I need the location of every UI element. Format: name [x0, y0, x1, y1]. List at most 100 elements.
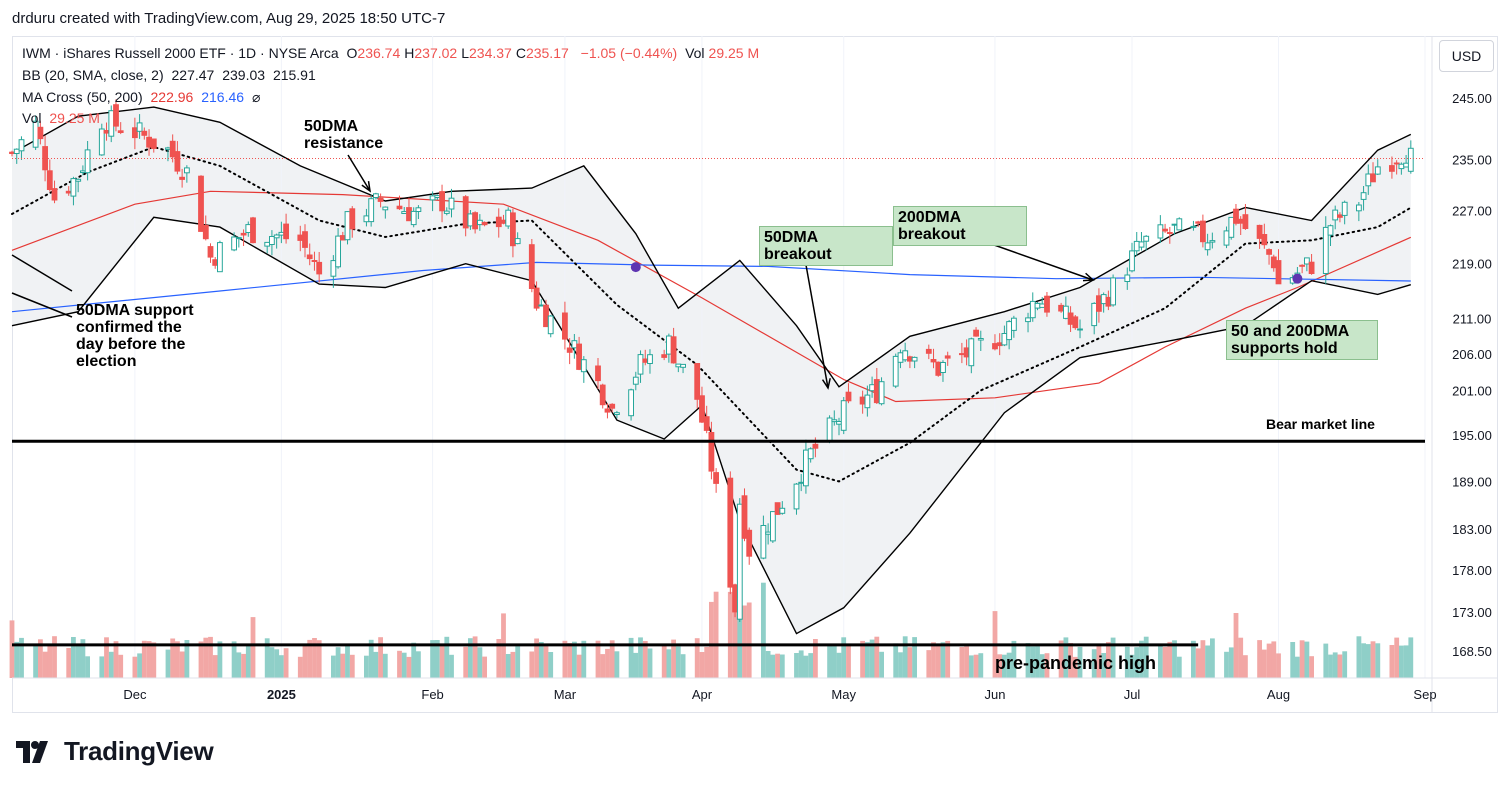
candle-body — [765, 531, 772, 535]
tradingview-logo-icon — [16, 740, 48, 763]
volume-bar — [85, 656, 90, 678]
price-axis-tick-label: 168.50 — [1452, 644, 1492, 659]
candle-body — [117, 130, 124, 134]
candle-body — [614, 412, 620, 416]
volume-bar — [1271, 641, 1277, 678]
candle — [1157, 215, 1164, 243]
annotation-50dma-breakout: 50DMA breakout — [759, 226, 893, 266]
legend-symbol[interactable]: IWM · iShares Russell 2000 ETF · 1D · NY… — [22, 45, 339, 61]
candle — [925, 344, 932, 360]
candle — [1327, 224, 1334, 246]
candle — [840, 397, 847, 435]
candle-body — [477, 219, 483, 226]
legend-ohlc-value: 236.74 — [357, 45, 401, 61]
price-axis: 245.00 235.00 227.00 219.00 211.00 206.00 201.… — [1431, 36, 1492, 713]
volume-bar — [1342, 651, 1348, 678]
arrow-50dma-breakout — [805, 264, 829, 389]
volume-bar — [515, 646, 521, 678]
candle-body — [434, 195, 441, 199]
candle-body — [543, 304, 549, 328]
volume-bar — [1044, 653, 1050, 678]
currency-button[interactable]: USD — [1439, 40, 1494, 72]
candle — [831, 410, 838, 426]
volume-bar — [907, 647, 913, 678]
candle — [448, 188, 455, 218]
candle — [1261, 223, 1268, 249]
candle-body — [897, 352, 904, 363]
candle-body — [306, 254, 313, 260]
candle-body — [727, 477, 734, 588]
volume-bar — [709, 601, 714, 678]
candle — [1275, 249, 1282, 285]
volume-bar — [241, 653, 246, 678]
candle — [1337, 212, 1343, 223]
volume-bar — [42, 651, 48, 678]
volume-bar — [1266, 643, 1272, 678]
volume-bar — [1361, 643, 1366, 678]
candle — [306, 243, 313, 266]
volume-bar — [576, 654, 582, 678]
candle-body — [75, 178, 82, 182]
candle-body — [859, 396, 866, 405]
volume-bar — [926, 650, 932, 678]
candle-body — [184, 167, 190, 174]
time-axis-tick-label: Feb — [421, 687, 443, 702]
candle — [807, 447, 814, 463]
legend-ohlc-key: C — [515, 45, 526, 61]
candle-body — [1195, 221, 1202, 224]
candle — [1110, 274, 1116, 307]
volume-bar — [931, 642, 936, 678]
candle — [595, 358, 601, 389]
volume-bar — [666, 649, 672, 678]
candle-body — [84, 149, 91, 174]
time-axis-tick-label: Dec — [123, 687, 147, 702]
volume-bar — [170, 638, 176, 678]
time-axis-tick-label: Mar — [554, 687, 577, 702]
candle — [250, 216, 256, 244]
volume-bar — [841, 637, 847, 678]
volume-bar — [628, 637, 634, 678]
candle — [1341, 200, 1348, 225]
candle-body — [770, 511, 776, 542]
candle — [84, 141, 91, 181]
candle — [46, 159, 53, 192]
candle-body — [283, 223, 290, 240]
legend-row-bb[interactable]: BB (20, SMA, close, 2) 227.47 239.03 215… — [22, 67, 320, 83]
volume-bar — [449, 654, 454, 678]
volume-bar — [1403, 645, 1409, 678]
candle-body — [642, 358, 649, 363]
price-axis-tick-label: 227.00 — [1452, 204, 1492, 219]
candle — [1389, 156, 1395, 179]
volume-bar — [638, 637, 643, 678]
price-axis-tick-label: 189.00 — [1452, 474, 1492, 489]
candle-body — [580, 359, 587, 373]
candle-body — [940, 362, 946, 373]
candle-body — [80, 170, 86, 173]
candle-body — [566, 347, 573, 353]
candle-body — [429, 195, 436, 201]
candle — [1393, 160, 1400, 175]
candle-body — [377, 197, 384, 202]
volume-bar — [1394, 637, 1400, 678]
volume-bar — [1011, 640, 1017, 678]
volume-bar — [113, 641, 119, 678]
legend-row-ma[interactable]: MA Cross (50, 200) 222.96 216.46 ⌀ — [22, 89, 264, 106]
volume-bar — [874, 636, 880, 678]
brand[interactable]: TradingView — [14, 736, 214, 767]
volume-bar — [978, 653, 984, 678]
candle — [1044, 292, 1050, 317]
price-axis-tick-label: 206.00 — [1452, 347, 1492, 362]
legend-ohlc-key: L — [461, 45, 469, 61]
volume-bar — [600, 654, 606, 678]
volume-bar — [208, 636, 213, 678]
candle-body — [212, 259, 219, 266]
time-axis-tick-label: Sep — [1413, 687, 1436, 702]
price-axis-tick-label: 173.00 — [1452, 605, 1492, 620]
candle — [410, 207, 417, 228]
volume-bar — [99, 656, 105, 678]
legend-row-vol[interactable]: Vol 29.25 M — [22, 110, 104, 126]
bb-lower-line — [11, 216, 1411, 635]
candle-body — [198, 175, 204, 232]
price-axis-tick-label: 183.00 — [1452, 522, 1492, 537]
